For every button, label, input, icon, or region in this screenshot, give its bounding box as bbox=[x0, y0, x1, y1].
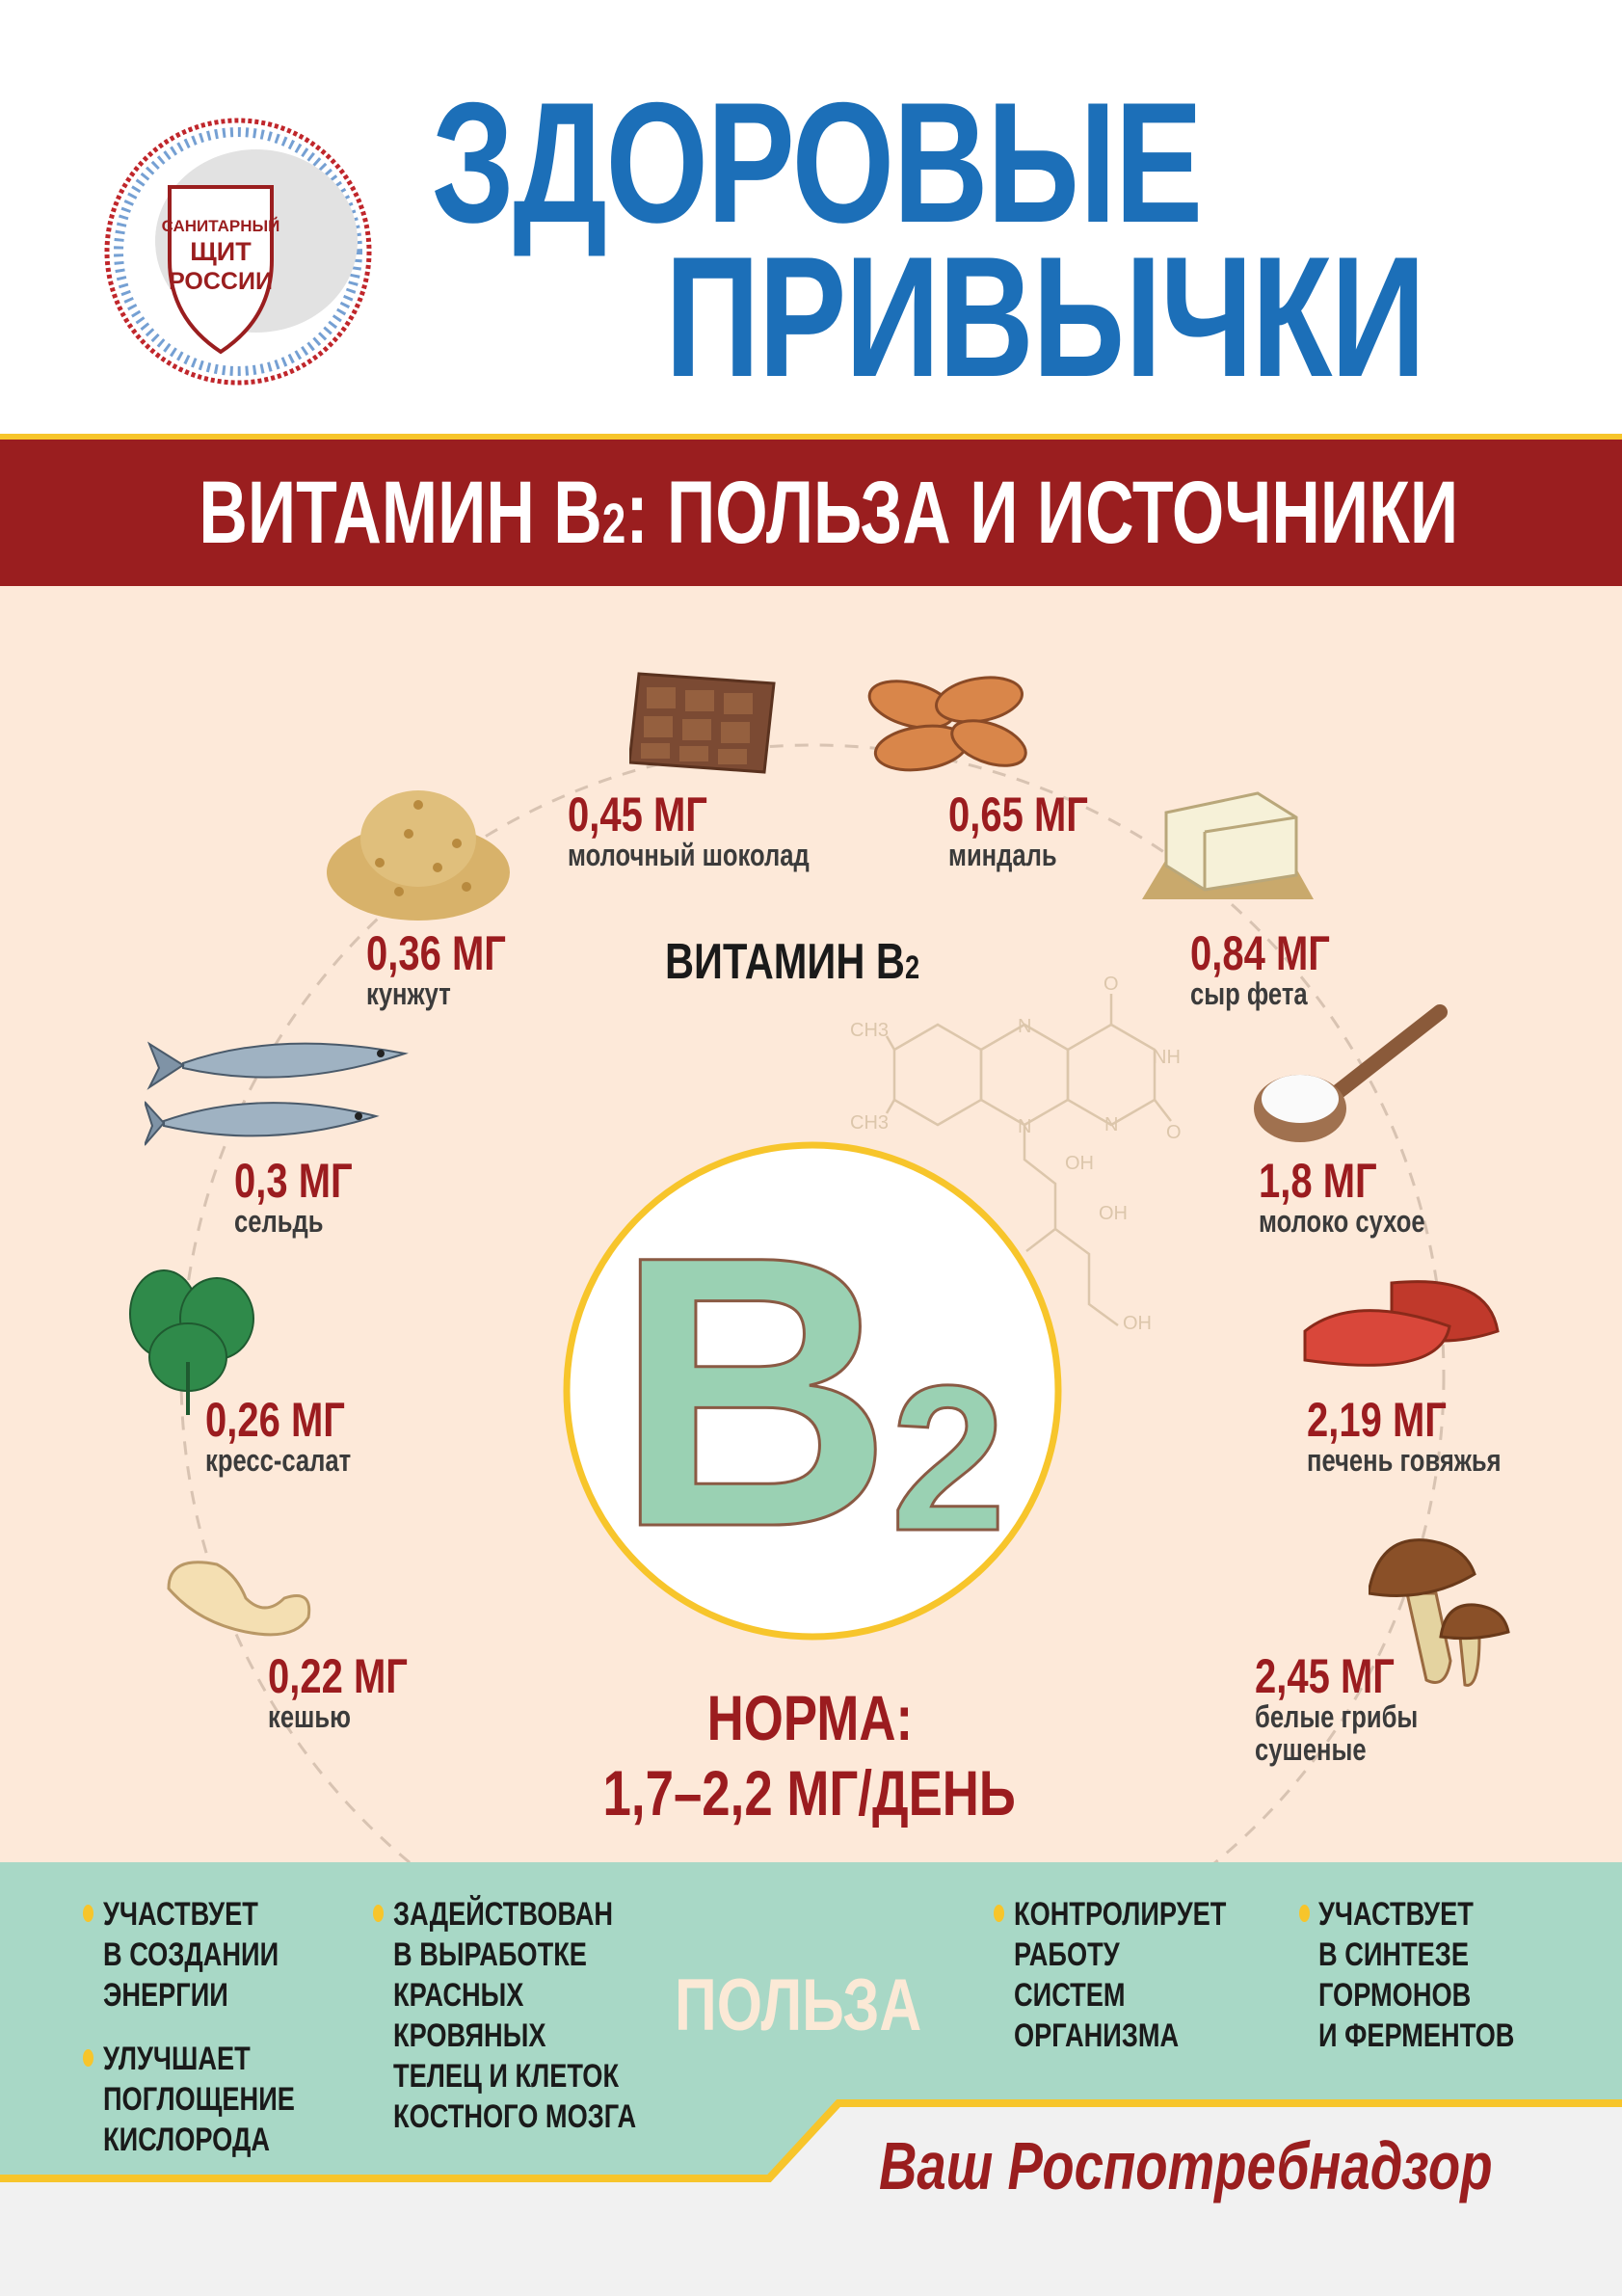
herring-icon bbox=[145, 1041, 409, 1146]
svg-text:O: O bbox=[1103, 976, 1119, 995]
source-item-mushrooms: 2,45 МГ белые грибы сушеные bbox=[1255, 1649, 1419, 1767]
chocolate-icon bbox=[629, 672, 776, 774]
source-item-chocolate: 0,45 МГ молочный шоколад bbox=[568, 788, 810, 872]
svg-text:2: 2 bbox=[891, 1342, 1006, 1574]
bullet-icon bbox=[83, 2049, 93, 2067]
source-item-cashew: 0,22 МГ кешью bbox=[268, 1649, 408, 1734]
watercress-icon bbox=[129, 1269, 254, 1415]
svg-text:B: B bbox=[615, 1176, 893, 1607]
b2-emblem: B 2 bbox=[563, 1141, 1062, 1641]
signature: Ваш Роспотребнадзор bbox=[879, 2128, 1493, 2203]
benefit-oxygen: УЛУЧШАЕТ ПОГЛОЩЕНИЕ КИСЛОРОДА bbox=[103, 2041, 295, 2158]
benefit-red-blood-cells: ЗАДЕЙСТВОВАН В ВЫРАБОТКЕ КРАСНЫХ КРОВЯНЫХ ТЕ… bbox=[393, 1896, 637, 2135]
daily-norm: НОРМА: 1,7–2,2 МГ/ДЕНЬ bbox=[602, 1682, 1017, 1829]
benefit-hormones: УЧАСТВУЕТ В СИНТЕЗЕ ГОРМОНОВ И ФЕРМЕНТОВ bbox=[1318, 1896, 1515, 2054]
svg-text:OH: OH bbox=[1099, 1203, 1128, 1224]
page-title-line1: ЗДОРОВЫЕ bbox=[432, 67, 1203, 258]
vitamin-label: ВИТАМИН В2 bbox=[665, 934, 920, 990]
svg-text:CH3: CH3 bbox=[850, 1020, 889, 1041]
sesame-icon bbox=[327, 790, 510, 921]
svg-text:N: N bbox=[1018, 1116, 1031, 1137]
svg-text:OH: OH bbox=[1065, 1153, 1094, 1174]
svg-text:N: N bbox=[1104, 1114, 1118, 1135]
svg-text:O: O bbox=[1166, 1122, 1182, 1143]
bullet-icon bbox=[994, 1905, 1004, 1922]
svg-text:CH3: CH3 bbox=[850, 1112, 889, 1134]
source-item-beef-liver: 2,19 МГ печень говяжья bbox=[1307, 1393, 1502, 1478]
svg-text:РОССИИ: РОССИИ bbox=[169, 268, 273, 295]
beef-liver-icon bbox=[1303, 1280, 1500, 1367]
svg-text:N: N bbox=[1018, 1016, 1031, 1037]
bullet-icon bbox=[373, 1905, 384, 1922]
almonds-icon bbox=[867, 676, 1027, 772]
benefits-background bbox=[0, 1862, 1622, 2182]
section-heading: ВИТАМИН В2: ПОЛЬЗА И ИСТОЧНИКИ bbox=[0, 440, 1622, 586]
bullet-icon bbox=[83, 1905, 93, 1922]
feta-cheese-icon bbox=[1142, 791, 1314, 899]
svg-text:ЩИТ: ЩИТ bbox=[190, 237, 252, 266]
page-title-line2: ПРИВЫЧКИ bbox=[665, 221, 1425, 413]
sanitary-shield-logo: САНИТАРНЫЙ ЩИТ РОССИИ bbox=[104, 118, 372, 386]
source-item-feta: 0,84 МГ сыр фета bbox=[1190, 926, 1330, 1011]
benefit-energy: УЧАСТВУЕТ В СОЗДАНИИ ЭНЕРГИИ bbox=[103, 1896, 279, 2014]
cashew-icon bbox=[167, 1561, 311, 1637]
source-item-sesame: 0,36 МГ кунжут bbox=[366, 926, 506, 1011]
source-item-almonds: 0,65 МГ миндаль bbox=[948, 788, 1088, 872]
source-item-herring: 0,3 МГ сельдь bbox=[234, 1154, 353, 1239]
source-item-milk-powder: 1,8 МГ молоко сухое bbox=[1259, 1154, 1425, 1239]
milk-powder-spoon-icon bbox=[1254, 1004, 1448, 1142]
benefits-title: ПОЛЬЗА bbox=[675, 1964, 922, 2046]
divider-line bbox=[0, 434, 1622, 440]
benefit-systems: КОНТРОЛИРУЕТ РАБОТУ СИСТЕМ ОРГАНИЗМА bbox=[1014, 1896, 1227, 2054]
source-item-watercress: 0,26 МГ кресс-салат bbox=[205, 1393, 352, 1478]
svg-text:OH: OH bbox=[1123, 1313, 1152, 1333]
mushrooms-icon bbox=[1369, 1538, 1510, 1687]
bullet-icon bbox=[1299, 1905, 1310, 1922]
svg-text:NH: NH bbox=[1153, 1047, 1181, 1068]
svg-text:САНИТАРНЫЙ: САНИТАРНЫЙ bbox=[162, 217, 280, 235]
benefits-panel: УЧАСТВУЕТ В СОЗДАНИИ ЭНЕРГИИ УЛУЧШАЕТ ПОГЛО… bbox=[0, 1862, 1622, 2296]
header: САНИТАРНЫЙ ЩИТ РОССИИ ЗДОРОВЫЕ ПРИВЫЧКИ bbox=[0, 0, 1622, 434]
